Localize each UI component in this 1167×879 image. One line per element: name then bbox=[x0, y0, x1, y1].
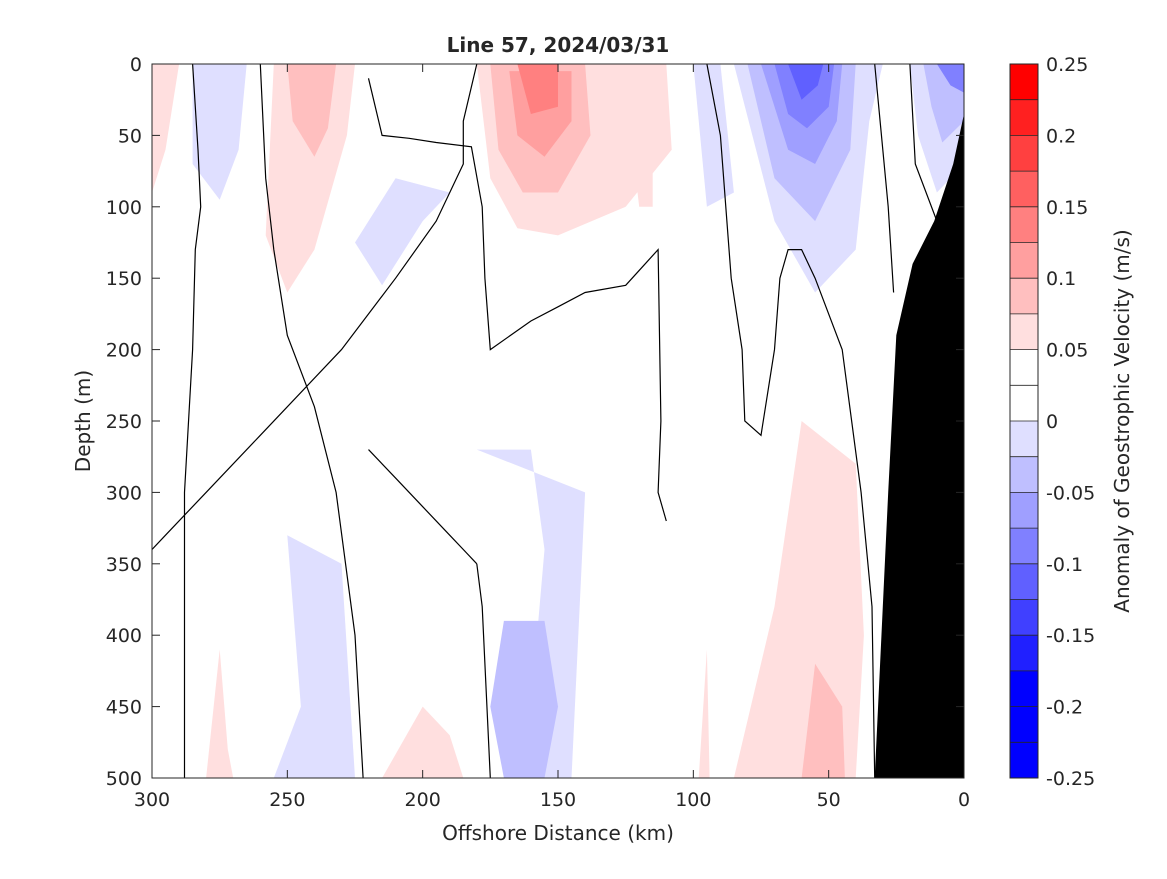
x-tick-label-5: 50 bbox=[817, 789, 841, 811]
x-tick-label-2: 200 bbox=[405, 789, 441, 811]
colorbar-swatch-11 bbox=[1010, 456, 1038, 493]
anomaly-region-26 bbox=[698, 649, 710, 778]
x-tick-label-1: 250 bbox=[269, 789, 305, 811]
colorbar-tick-label-9: -0.2 bbox=[1046, 697, 1083, 719]
y-tick-label-8: 400 bbox=[106, 625, 142, 647]
x-axis-label: Offshore Distance (km) bbox=[442, 821, 674, 845]
colorbar-swatch-10 bbox=[1010, 421, 1038, 458]
zero-contour-0 bbox=[152, 64, 478, 550]
y-tick-label-3: 150 bbox=[106, 268, 142, 290]
colorbar-tick-label-5: 0 bbox=[1046, 411, 1058, 433]
colorbar-tick-label-8: -0.15 bbox=[1046, 625, 1095, 647]
anomaly-region-23 bbox=[801, 663, 845, 778]
colorbar-tick-label-0: 0.25 bbox=[1046, 54, 1088, 76]
y-axis-label: Depth (m) bbox=[71, 370, 95, 472]
x-axis: 300 250 200 150 100 50 0 bbox=[134, 64, 970, 811]
colorbar: 0.25 0.2 0.15 0.1 0.05 0 -0.05 -0.1 -0.15 -0.2 -0.… bbox=[1009, 54, 1095, 790]
colorbar-swatch-15 bbox=[1010, 599, 1038, 636]
y-tick-label-4: 200 bbox=[106, 340, 142, 362]
zero-contour-5 bbox=[368, 449, 478, 565]
colorbar-swatch-13 bbox=[1010, 528, 1038, 565]
colorbar-swatch-2 bbox=[1010, 135, 1038, 172]
y-tick-label-5: 250 bbox=[106, 411, 142, 433]
anomaly-region-8 bbox=[192, 64, 247, 200]
x-tick-label-0: 300 bbox=[134, 789, 170, 811]
colorbar-label: Anomaly of Geostrophic Velocity (m/s) bbox=[1110, 229, 1134, 612]
anomaly-region-25 bbox=[382, 706, 464, 778]
colorbar-swatch-6 bbox=[1010, 278, 1038, 315]
colorbar-swatch-3 bbox=[1010, 171, 1038, 208]
x-tick-label-6: 0 bbox=[958, 789, 970, 811]
chart-title: Line 57, 2024/03/31 bbox=[447, 33, 670, 57]
anomaly-region-24 bbox=[206, 649, 234, 778]
colorbar-swatch-1 bbox=[1010, 99, 1038, 136]
x-tick-label-4: 100 bbox=[675, 789, 711, 811]
colorbar-swatch-17 bbox=[1010, 670, 1038, 708]
y-tick-label-7: 350 bbox=[106, 554, 142, 576]
y-tick-label-9: 450 bbox=[106, 697, 142, 719]
colorbar-swatch-14 bbox=[1010, 563, 1038, 600]
colorbar-tick-label-10: -0.25 bbox=[1046, 768, 1095, 790]
zero-contour-7 bbox=[874, 64, 895, 293]
anomaly-region-9 bbox=[355, 178, 450, 286]
colorbar-tick-label-4: 0.05 bbox=[1046, 340, 1088, 362]
y-tick-label-1: 50 bbox=[118, 125, 142, 147]
y-tick-label-2: 100 bbox=[106, 197, 142, 219]
colorbar-swatch-0 bbox=[1010, 64, 1038, 101]
anomaly-region-4 bbox=[265, 64, 355, 293]
zero-contour-3 bbox=[367, 78, 667, 522]
zero-contour-2 bbox=[259, 64, 364, 778]
colorbar-swatch-7 bbox=[1010, 313, 1038, 351]
y-tick-label-6: 300 bbox=[106, 482, 142, 504]
zero-contour-4 bbox=[476, 563, 491, 778]
anomaly-field bbox=[152, 64, 964, 778]
colorbar-swatch-18 bbox=[1010, 706, 1038, 743]
bathymetry bbox=[874, 114, 964, 778]
anomaly-region-19 bbox=[476, 449, 586, 778]
colorbar-tick-label-2: 0.15 bbox=[1046, 197, 1088, 219]
anomaly-region-3 bbox=[517, 64, 558, 114]
anomaly-region-15 bbox=[788, 64, 824, 100]
y-tick-label-10: 500 bbox=[106, 768, 142, 790]
x-tick-label-3: 150 bbox=[540, 789, 576, 811]
y-tick-label-0: 0 bbox=[130, 54, 142, 76]
colorbar-swatch-19 bbox=[1010, 742, 1038, 779]
colorbar-tick-label-1: 0.2 bbox=[1046, 125, 1076, 147]
colorbar-tick-label-3: 0.1 bbox=[1046, 268, 1076, 290]
anomaly-region-21 bbox=[273, 535, 355, 778]
colorbar-swatch-8 bbox=[1010, 349, 1038, 386]
y-axis: 0 50 100 150 200 250 300 350 400 450 500 bbox=[106, 54, 964, 790]
anomaly-region-7 bbox=[625, 92, 653, 207]
anomaly-region-10 bbox=[693, 64, 734, 207]
anomaly-region-18 bbox=[936, 64, 964, 93]
anomaly-region-5 bbox=[287, 64, 337, 157]
colorbar-swatch-9 bbox=[1010, 385, 1038, 422]
colorbar-swatch-16 bbox=[1010, 635, 1038, 672]
plot-area bbox=[151, 63, 965, 779]
colorbar-tick-label-6: -0.05 bbox=[1046, 482, 1095, 504]
colorbar-frame bbox=[1009, 63, 1039, 779]
zero-contour-6 bbox=[706, 64, 876, 778]
colorbar-swatch-5 bbox=[1010, 242, 1038, 279]
anomaly-region-20 bbox=[490, 620, 558, 778]
anomaly-region-6 bbox=[152, 64, 180, 193]
colorbar-swatch-4 bbox=[1010, 206, 1038, 243]
anomaly-region-22 bbox=[733, 421, 864, 778]
colorbar-swatch-12 bbox=[1010, 492, 1038, 529]
colorbar-tick-label-7: -0.1 bbox=[1046, 554, 1083, 576]
zero-contour-1 bbox=[183, 64, 202, 778]
